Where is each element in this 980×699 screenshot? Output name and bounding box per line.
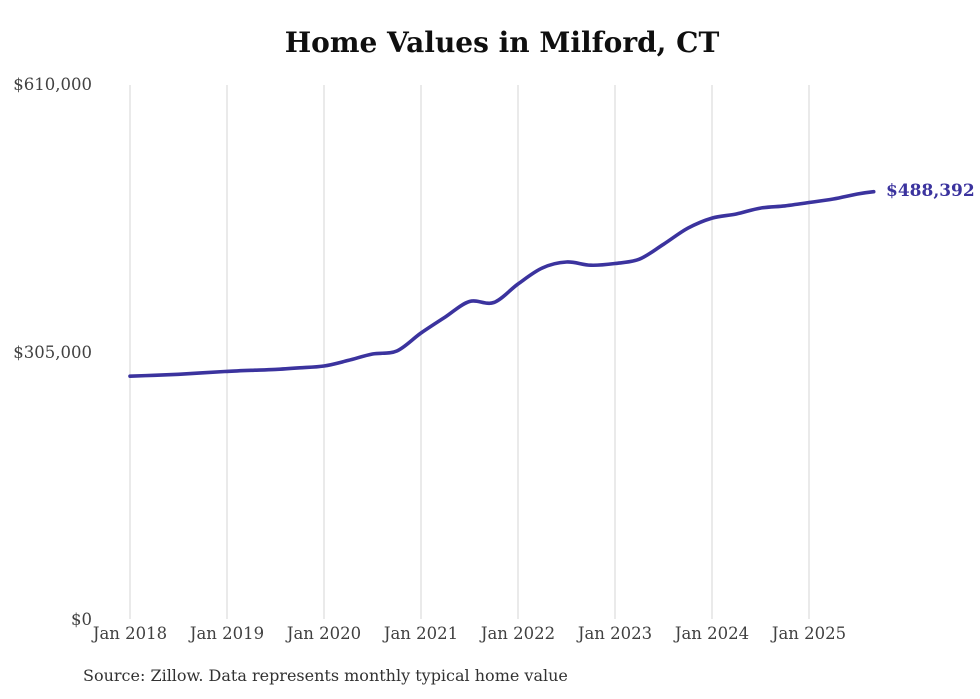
source-note: Source: Zillow. Data represents monthly … (83, 666, 568, 685)
x-axis-label: Jan 2023 (577, 624, 653, 643)
x-axis-label: Jan 2021 (383, 624, 459, 643)
y-axis-label: $305,000 (13, 342, 92, 362)
x-axis-label: Jan 2020 (286, 624, 362, 643)
x-axis-label: Jan 2022 (480, 624, 556, 643)
x-axis-label: Jan 2025 (771, 624, 847, 643)
x-axis-label: Jan 2019 (189, 624, 265, 643)
y-axis-label: $0 (71, 610, 92, 629)
home-value-line-series (128, 189, 876, 378)
x-axis-label: Jan 2018 (92, 624, 168, 643)
y-axis-label: $610,000 (13, 75, 92, 94)
gridlines (129, 85, 810, 619)
chart-title: Home Values in Milford, CT (284, 26, 720, 59)
x-axis-label: Jan 2024 (674, 624, 750, 643)
latest-value-label: $488,392 (886, 180, 975, 201)
